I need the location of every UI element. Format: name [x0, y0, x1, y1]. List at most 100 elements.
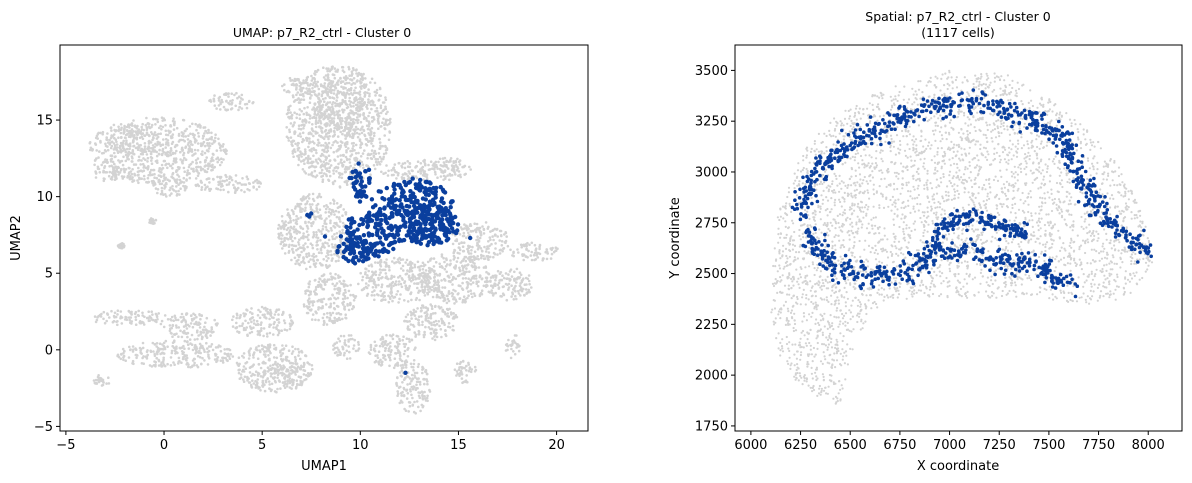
- umap-background-point: [381, 294, 384, 297]
- umap-background-point: [359, 271, 363, 275]
- umap-background-point: [341, 66, 345, 69]
- umap-background-point: [188, 125, 192, 128]
- umap-background-point: [374, 261, 377, 264]
- umap-background-point: [160, 186, 164, 190]
- umap-background-point: [430, 257, 433, 260]
- umap-background-point: [342, 91, 345, 94]
- umap-background-point: [309, 222, 313, 225]
- umap-background-point: [203, 183, 207, 187]
- umap-background-point: [125, 129, 129, 132]
- umap-background-point: [514, 294, 517, 298]
- umap-background-point: [180, 361, 183, 365]
- umap-background-point: [204, 321, 207, 325]
- umap-background-point: [302, 112, 306, 116]
- umap-background-point: [374, 273, 378, 277]
- umap-background-point: [327, 215, 331, 218]
- umap-background-point: [502, 285, 506, 288]
- umap-background-point: [336, 319, 339, 323]
- umap-background-point: [128, 176, 132, 180]
- umap-background-point: [446, 297, 450, 301]
- umap-background-point: [194, 122, 197, 126]
- umap-background-point: [116, 313, 119, 316]
- umap-background-point: [297, 124, 301, 127]
- umap-background-point: [316, 80, 320, 84]
- umap-background-point: [329, 272, 332, 275]
- umap-background-point: [157, 126, 161, 130]
- umap-background-point: [194, 159, 198, 162]
- umap-background-point: [439, 175, 443, 178]
- umap-background-point: [307, 220, 311, 224]
- umap-background-point: [325, 323, 329, 326]
- umap-background-point: [207, 128, 210, 132]
- umap-background-point: [266, 347, 270, 351]
- umap-background-point: [244, 362, 247, 365]
- umap-background-point: [304, 172, 308, 175]
- umap-background-point: [493, 252, 497, 256]
- umap-background-point: [395, 177, 398, 180]
- umap-background-point: [307, 285, 311, 289]
- umap-background-point: [405, 272, 409, 276]
- umap-background-point: [198, 313, 201, 316]
- umap-background-point: [302, 195, 305, 198]
- umap-background-point: [244, 367, 247, 371]
- umap-background-point: [458, 252, 461, 255]
- umap-background-point: [399, 293, 402, 296]
- umap-background-point: [313, 116, 317, 119]
- umap-background-point: [106, 145, 109, 148]
- umap-background-point: [448, 276, 451, 279]
- umap-background-point: [252, 319, 256, 322]
- umap-background-point: [311, 367, 314, 371]
- umap-background-point: [120, 126, 123, 130]
- umap-background-point: [180, 312, 184, 316]
- umap-background-point: [223, 93, 227, 96]
- umap-background-point: [390, 287, 393, 291]
- umap-background-point: [165, 195, 168, 198]
- umap-background-point: [275, 308, 279, 312]
- umap-background-point: [160, 163, 164, 167]
- umap-background-point: [329, 219, 332, 222]
- umap-background-point: [442, 174, 446, 178]
- umap-background-point: [322, 85, 325, 88]
- umap-background-point: [340, 85, 343, 89]
- umap-background-point: [284, 220, 287, 223]
- umap-background-point: [327, 105, 330, 109]
- umap-background-point: [325, 315, 329, 319]
- umap-background-point: [378, 268, 382, 271]
- umap-background-point: [490, 289, 494, 292]
- umap-background-point: [89, 146, 93, 150]
- umap-background-point: [478, 236, 482, 240]
- umap-background-point: [276, 333, 280, 337]
- umap-background-point: [475, 222, 479, 226]
- umap-background-point: [218, 180, 222, 183]
- umap-background-point: [161, 360, 165, 363]
- umap-background-point: [326, 312, 329, 315]
- umap-background-point: [147, 149, 151, 152]
- umap-background-point: [182, 166, 186, 170]
- umap-background-point: [312, 262, 316, 266]
- umap-background-point: [183, 129, 187, 133]
- umap-background-point: [161, 143, 165, 146]
- umap-background-point: [525, 248, 528, 251]
- umap-background-point: [294, 358, 298, 361]
- umap-background-point: [272, 343, 276, 347]
- umap-background-point: [414, 333, 418, 337]
- umap-background-point: [115, 143, 119, 146]
- umap-background-point: [195, 331, 199, 334]
- umap-background-point: [347, 147, 350, 150]
- umap-background-point: [403, 166, 407, 170]
- umap-background-point: [203, 160, 207, 164]
- umap-background-point: [325, 174, 329, 178]
- umap-background-point: [163, 314, 167, 317]
- umap-background-point: [513, 270, 516, 274]
- umap-background-point: [330, 253, 333, 257]
- umap-background-point: [142, 157, 145, 160]
- umap-background-point: [401, 278, 404, 281]
- umap-background-point: [237, 356, 241, 360]
- umap-background-point: [227, 355, 231, 358]
- umap-background-point: [173, 120, 176, 123]
- umap-background-point: [148, 171, 152, 174]
- umap-background-point: [294, 228, 298, 231]
- umap-background-point: [99, 141, 102, 144]
- umap-background-point: [296, 91, 300, 94]
- umap-background-point: [333, 307, 337, 311]
